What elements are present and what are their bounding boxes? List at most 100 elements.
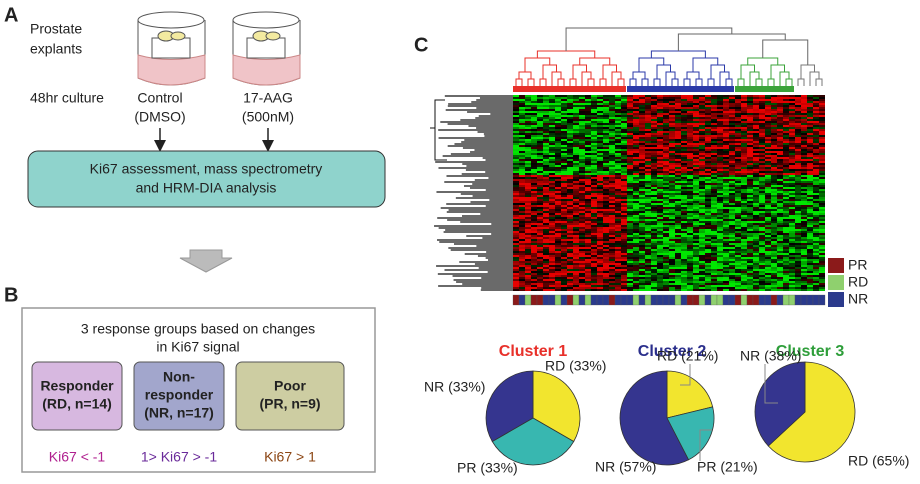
heatmap-cell: [585, 139, 591, 141]
heatmap-cell: [765, 137, 771, 139]
heatmap-cell: [675, 269, 681, 271]
heatmap-cell: [531, 109, 537, 111]
heatmap-cell: [519, 251, 525, 253]
heatmap-cell: [717, 119, 723, 121]
heatmap-cell: [789, 157, 795, 159]
heatmap-cell: [753, 177, 759, 179]
heatmap-cell: [801, 169, 807, 171]
heatmap-cell: [741, 245, 747, 247]
heatmap-cell: [549, 135, 555, 137]
heatmap-cell: [783, 187, 789, 189]
heatmap-cell: [579, 233, 585, 235]
heatmap-cell: [705, 135, 711, 137]
heatmap-cell: [561, 265, 567, 267]
heatmap-cell: [597, 243, 603, 245]
heatmap-cell: [717, 113, 723, 115]
heatmap-cell: [657, 201, 663, 203]
heatmap-cell: [519, 221, 525, 223]
heatmap-cell: [813, 257, 819, 259]
heatmap-cell: [525, 253, 531, 255]
heatmap-cell: [615, 137, 621, 139]
heatmap-cell: [711, 253, 717, 255]
heatmap-cell: [603, 127, 609, 129]
heatmap-cell: [681, 281, 687, 283]
heatmap-cell: [615, 123, 621, 125]
heatmap-cell: [651, 149, 657, 151]
heatmap-cell: [717, 129, 723, 131]
heatmap-cell: [513, 115, 519, 117]
heatmap-cell: [741, 261, 747, 263]
heatmap-cell: [735, 281, 741, 283]
heatmap-cell: [813, 221, 819, 223]
heatmap-cell: [609, 151, 615, 153]
heatmap-cell: [693, 197, 699, 199]
heatmap-cell: [765, 223, 771, 225]
heatmap-cell: [531, 163, 537, 165]
heatmap-cell: [819, 131, 825, 133]
heatmap-cell: [609, 131, 615, 133]
heatmap-cell: [603, 285, 609, 287]
heatmap-cell: [717, 283, 723, 285]
heatmap-cell: [561, 151, 567, 153]
heatmap-cell: [753, 123, 759, 125]
heatmap-cell: [729, 271, 735, 273]
heatmap-cell: [789, 185, 795, 187]
heatmap-cell: [771, 119, 777, 121]
heatmap-cell: [555, 187, 561, 189]
heatmap-cell: [705, 185, 711, 187]
heatmap-cell: [585, 173, 591, 175]
heatmap-cell: [729, 233, 735, 235]
heatmap-cell: [687, 229, 693, 231]
heatmap-cell: [633, 243, 639, 245]
heatmap-cell: [615, 215, 621, 217]
heatmap-cell: [669, 115, 675, 117]
heatmap-cell: [639, 205, 645, 207]
heatmap-cell: [807, 153, 813, 155]
heatmap-cell: [669, 247, 675, 249]
heatmap-cell: [705, 165, 711, 167]
heatmap-cell: [807, 207, 813, 209]
heatmap-cell: [525, 267, 531, 269]
heatmap-cell: [819, 193, 825, 195]
heatmap-cell: [747, 229, 753, 231]
heatmap-cell: [717, 127, 723, 129]
heatmap-cell: [735, 155, 741, 157]
heatmap-cell: [567, 279, 573, 281]
heatmap-cell: [681, 117, 687, 119]
heatmap-cell: [573, 145, 579, 147]
heatmap-cell: [567, 273, 573, 275]
heatmap-cell: [567, 209, 573, 211]
heatmap-cell: [687, 199, 693, 201]
heatmap-cell: [543, 271, 549, 273]
heatmap-cell: [801, 193, 807, 195]
heatmap-cell: [669, 193, 675, 195]
heatmap-cell: [567, 105, 573, 107]
heatmap-cell: [591, 157, 597, 159]
heatmap-cell: [705, 241, 711, 243]
heatmap-cell: [693, 95, 699, 97]
heatmap-cell: [813, 197, 819, 199]
heatmap-cell: [555, 127, 561, 129]
heatmap-cell: [699, 201, 705, 203]
heatmap-cell: [531, 129, 537, 131]
heatmap-cell: [801, 235, 807, 237]
heatmap-cell: [699, 203, 705, 205]
heatmap-cell: [513, 151, 519, 153]
heatmap-cell: [699, 275, 705, 277]
heatmap-cell: [813, 249, 819, 251]
heatmap-cell: [681, 147, 687, 149]
heatmap-cell: [573, 147, 579, 149]
heatmap-cell: [675, 107, 681, 109]
heatmap-cell: [627, 159, 633, 161]
heatmap-cell: [639, 179, 645, 181]
heatmap-cell: [777, 227, 783, 229]
heatmap-cell: [567, 189, 573, 191]
heatmap-cell: [663, 219, 669, 221]
heatmap-cell: [753, 209, 759, 211]
heatmap-cell: [759, 145, 765, 147]
heatmap-cell: [813, 141, 819, 143]
heatmap-cell: [549, 283, 555, 285]
heatmap-cell: [549, 153, 555, 155]
heatmap-cell: [759, 187, 765, 189]
heatmap-cell: [753, 127, 759, 129]
